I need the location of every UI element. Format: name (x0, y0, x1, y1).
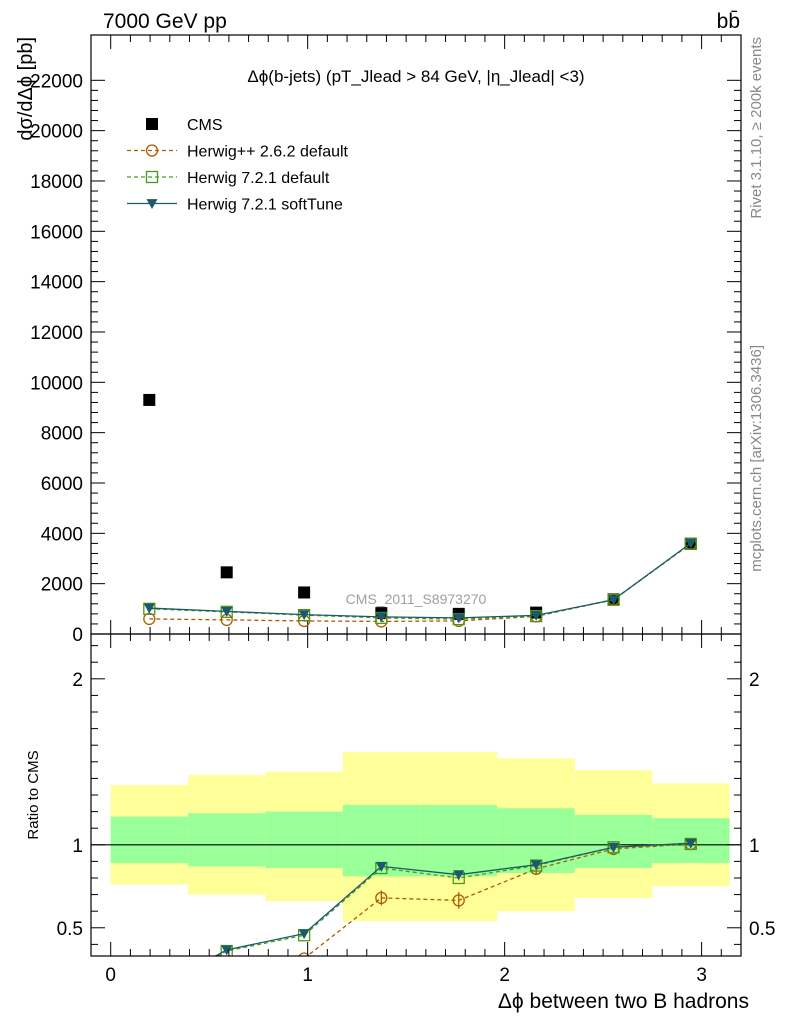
ratio-point (375, 891, 388, 905)
ratio-point (452, 894, 465, 907)
series-cms (143, 393, 697, 620)
main-y-tick-label: 0 (72, 625, 83, 646)
ratio-point (144, 988, 155, 998)
legend-label: Herwig++ 2.6.2 default (187, 144, 349, 161)
data-point (530, 610, 542, 621)
band-green (110, 816, 189, 864)
main-y-tick-label: 12000 (30, 323, 83, 344)
legend-label: Herwig 7.2.1 softTune (187, 197, 343, 214)
ratio-y-tick-label: 1 (72, 836, 83, 857)
ratio-line (306, 843, 691, 956)
main-y-tick-label: 10000 (30, 373, 83, 394)
main-series (143, 393, 697, 628)
legend-item-cms: CMS (146, 117, 223, 134)
main-y-tick-label: 20000 (30, 122, 83, 143)
process-label: bb̄ (717, 10, 740, 33)
main-title: Δϕ(b-jets) (pT_Jlead > 84 GeV, |η_Jlead|… (247, 67, 584, 86)
ratio-point (453, 870, 465, 881)
ratio-point (685, 838, 697, 849)
ratio-panel: 0.5 0.5 1 1 2 2 0 1 2 3 Ratio to CMS Δϕ between t… (25, 633, 775, 1013)
ratio-point (530, 860, 542, 871)
data-point (221, 606, 233, 617)
legend-item-herwig-7-2-1-softtune: Herwig 7.2.1 softTune (127, 197, 343, 214)
x-axis-label: Δϕ between two B hadrons (498, 990, 749, 1013)
data-point (375, 612, 387, 623)
main-y-tick-label: 8000 (41, 424, 83, 445)
ratio-point (221, 967, 232, 978)
legend-item-herwig-2-6-2-default: Herwig++ 2.6.2 default (127, 144, 349, 161)
legend: CMS Herwig++ 2.6.2 default Herwig 7.2.1 de… (127, 117, 349, 214)
legend-marker (146, 199, 158, 209)
ratio-point (298, 929, 310, 940)
energy-label: 7000 GeV pp (103, 10, 227, 33)
data-point (684, 537, 697, 550)
data-point (298, 586, 311, 599)
legend-label: CMS (187, 117, 223, 134)
main-y-tick-label: 6000 (41, 474, 83, 495)
ratio-point (608, 842, 620, 853)
x-tick-label: 2 (499, 965, 510, 986)
data-point (608, 595, 620, 606)
legend-marker (145, 170, 159, 184)
legend-marker (146, 118, 158, 130)
band-green (420, 804, 498, 877)
x-tick-label: 0 (105, 965, 116, 986)
data-point (143, 393, 156, 406)
data-point (298, 610, 310, 621)
data-point (453, 613, 465, 624)
main-y-tick-label: 18000 (30, 172, 83, 193)
data-point (220, 566, 233, 579)
ratio-point (375, 861, 387, 872)
main-y-tick-label: 4000 (41, 524, 83, 545)
series-herwig-7-2-1-softtune (143, 538, 697, 624)
ratio-point (144, 994, 155, 1005)
ratio-point (298, 952, 310, 956)
ratio-y-tick-label: 0.5 (57, 919, 83, 940)
side-label-rivet: Rivet 3.1.10, ≥ 200k events (748, 37, 765, 219)
band-green (265, 811, 343, 869)
ratio-point (221, 945, 233, 956)
ratio-y-tick-label-right: 1 (749, 836, 760, 857)
ratio-series-herwig-7-2-1-softtune (144, 838, 697, 998)
ratio-y-axis-label: Ratio to CMS (25, 750, 42, 839)
legend-marker (145, 144, 159, 157)
x-tick-label: 1 (302, 965, 313, 986)
data-point (143, 603, 155, 614)
series-line (149, 542, 692, 619)
ratio-line (214, 842, 691, 956)
data-point (685, 538, 697, 549)
main-y-axis-label: dσ/dΔϕ [pb] (15, 37, 37, 141)
main-y-ticks: 0 2000 4000 6000 8000 10000 12000 14000 16000 180… (30, 35, 741, 646)
data-point (375, 611, 388, 625)
ratio-series (144, 837, 697, 1005)
main-y-tick-label: 22000 (30, 71, 83, 92)
watermark: CMS_2011_S8973270 (346, 591, 487, 607)
x-tick-label: 3 (696, 965, 707, 986)
ratio-y-tick-label: 2 (72, 670, 83, 691)
main-y-tick-label: 16000 (30, 222, 83, 243)
main-y-tick-label: 14000 (30, 273, 83, 294)
ratio-y-tick-label-right: 2 (749, 670, 760, 691)
side-label-mcplots: mcplots.cern.ch [arXiv:1306.3436] (748, 345, 765, 572)
ratio-y-tick-label-right: 0.5 (749, 919, 775, 940)
main-panel: Δϕ(b-jets) (pT_Jlead > 84 GeV, |η_Jlead|… (15, 34, 742, 646)
band-green (188, 813, 266, 867)
legend-label: Herwig 7.2.1 default (187, 170, 330, 187)
main-y-tick-label: 2000 (41, 575, 83, 596)
ratio-uncertainty-bands (110, 751, 730, 922)
ratio-point (144, 987, 155, 998)
legend-item-herwig-7-2-1-default: Herwig 7.2.1 default (127, 170, 330, 187)
ratio-ticks: 0.5 0.5 1 1 2 2 0 1 2 3 (57, 634, 775, 986)
